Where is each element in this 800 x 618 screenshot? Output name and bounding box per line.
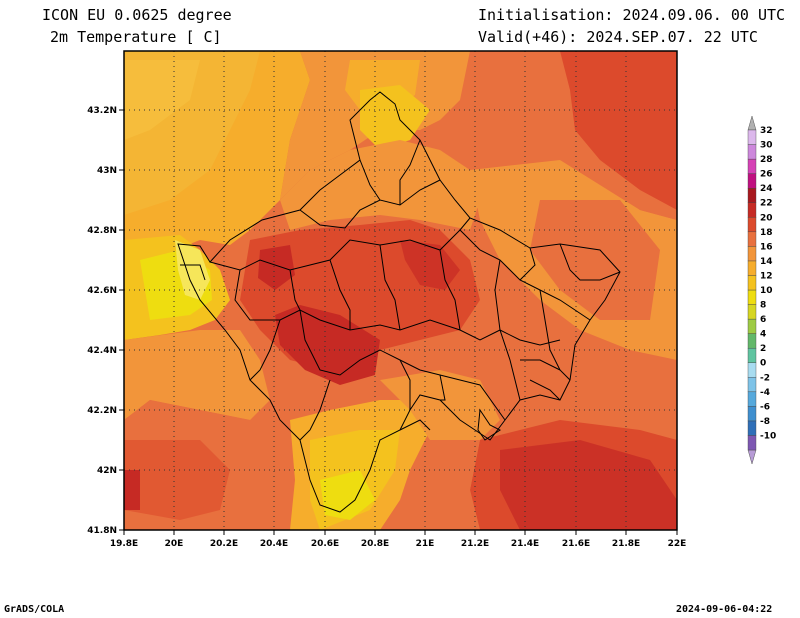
colorbar-swatch <box>747 187 757 203</box>
colorbar-swatch <box>747 231 757 247</box>
lat-tick-label: 42N <box>97 466 117 476</box>
colorbar-swatch <box>747 377 757 393</box>
colorbar-swatch <box>747 318 757 334</box>
colorbar-swatch <box>747 158 757 174</box>
axis-ticks <box>119 109 678 535</box>
initialisation-time: Initialisation: 2024.09.06. 00 UTC <box>478 6 786 24</box>
colorbar-label: 8 <box>760 301 766 311</box>
lon-tick-label: 21.4E <box>511 539 539 549</box>
colorbar-label: 0 <box>760 359 766 369</box>
colorbar-label: 16 <box>760 242 773 252</box>
colorbar-swatch <box>747 435 757 451</box>
lat-tick-label: 43.2N <box>87 106 117 116</box>
lon-tick-label: 21E <box>416 539 435 549</box>
grid-lines <box>124 51 677 530</box>
colorbar-label: -4 <box>760 388 770 398</box>
colorbar-label: 14 <box>760 257 773 267</box>
colorbar-label: 22 <box>760 199 773 209</box>
colorbar-label: -6 <box>760 402 770 412</box>
footer-timestamp: 2024-09-06-04:22 <box>676 604 773 615</box>
colorbar-label: 12 <box>760 271 773 281</box>
colorbar-swatch <box>747 391 757 407</box>
lon-tick-label: 22E <box>668 539 687 549</box>
colorbar-label: 2 <box>760 344 766 354</box>
lon-tick-label: 21.6E <box>562 539 590 549</box>
lon-tick-label: 19.8E <box>110 539 138 549</box>
lat-tick-label: 43N <box>97 166 117 176</box>
lon-tick-label: 20.8E <box>361 539 389 549</box>
variable-title: 2m Temperature [ C] <box>50 28 222 46</box>
lat-tick-label: 42.4N <box>87 346 117 356</box>
colorbar-swatch <box>747 173 757 189</box>
colorbar-swatch <box>747 202 757 218</box>
colorbar-lower-cap <box>747 449 757 465</box>
colorbar-label: 32 <box>760 126 773 136</box>
lon-tick-label: 20.4E <box>260 539 288 549</box>
colorbar-label: 20 <box>760 213 773 223</box>
lon-tick-label: 21.8E <box>612 539 640 549</box>
colorbar-swatch <box>747 333 757 349</box>
valid-time: Valid(+46): 2024.SEP.07. 22 UTC <box>478 28 758 46</box>
colorbar-label: 18 <box>760 228 773 238</box>
colorbar-label: 4 <box>760 330 766 340</box>
lon-tick-label: 20.2E <box>210 539 238 549</box>
latitude-labels: 41.8N 42N 42.2N 42.4N 42.6N 42.8N 43N 43… <box>87 106 117 536</box>
lon-tick-label: 20E <box>165 539 184 549</box>
lat-tick-label: 41.8N <box>87 526 117 536</box>
colorbar-label: -10 <box>760 431 776 441</box>
colorbar-upper-cap <box>747 115 757 131</box>
colorbar-swatch <box>747 406 757 422</box>
colorbar-label: 28 <box>760 155 773 165</box>
colorbar-swatch <box>747 420 757 436</box>
lat-tick-label: 42.2N <box>87 406 117 416</box>
colorbar-swatch <box>747 260 757 276</box>
colorbar-label: 6 <box>760 315 766 325</box>
temperature-field <box>124 51 677 530</box>
lat-tick-label: 42.6N <box>87 286 117 296</box>
colorbar-swatch <box>747 347 757 363</box>
colorbar-swatch <box>747 246 757 262</box>
colorbar-swatch <box>747 217 757 233</box>
colorbar-swatch <box>747 129 757 145</box>
colorbar-swatch <box>747 275 757 291</box>
lon-tick-label: 21.2E <box>461 539 489 549</box>
colorbar-label: 30 <box>760 141 773 151</box>
lat-tick-label: 42.8N <box>87 226 117 236</box>
colorbar-label: 10 <box>760 286 773 296</box>
footer-software: GrADS/COLA <box>4 604 65 615</box>
longitude-labels: 19.8E 20E 20.2E 20.4E 20.6E 20.8E 21E 21… <box>110 539 687 549</box>
colorbar-label: 24 <box>760 184 773 194</box>
lon-tick-label: 20.6E <box>311 539 339 549</box>
colorbar-label: 26 <box>760 170 773 180</box>
colorbar-label: -2 <box>760 373 770 383</box>
colorbar-label: -8 <box>760 417 770 427</box>
model-title: ICON EU 0.0625 degree <box>42 6 232 24</box>
colorbar-swatch <box>747 289 757 305</box>
colorbar-swatch <box>747 304 757 320</box>
admin-borders <box>177 91 621 513</box>
colorbar-swatch <box>747 362 757 378</box>
colorbar-swatch <box>747 144 757 160</box>
